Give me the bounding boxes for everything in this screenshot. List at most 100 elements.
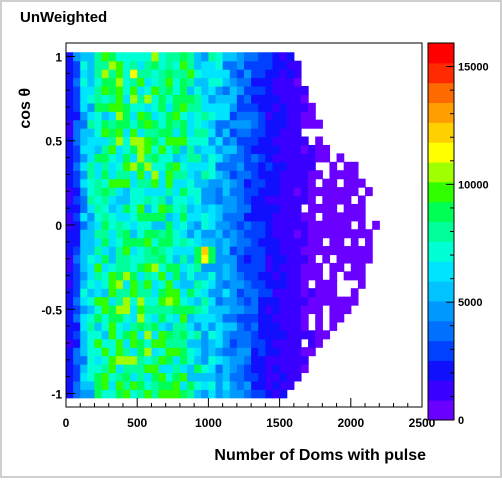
heatmap-cell [87,136,96,146]
heatmap-cell [293,119,302,129]
heatmap-cell [151,237,160,247]
heatmap-cell [286,69,295,79]
heatmap-cell [244,229,252,239]
heatmap-cell [122,389,131,399]
heatmap-cell [80,102,88,112]
heatmap-cell [208,271,217,281]
heatmap-cell [151,364,160,374]
heatmap-cell [66,229,74,239]
heatmap-cell [308,187,316,197]
heatmap-cell [73,52,81,62]
heatmap-cell [151,178,160,188]
heatmap-cell [315,305,323,315]
heatmap-cell [229,94,238,104]
heatmap-cell [80,187,88,197]
heatmap-cell [350,187,359,197]
heatmap-cell [350,246,359,256]
heatmap-cell [73,77,81,87]
heatmap-cell [258,170,266,180]
heatmap-cell [236,347,245,357]
heatmap-cell [343,220,352,230]
heatmap-cell [322,203,331,213]
heatmap-cell [208,364,217,374]
heatmap-cell [187,364,195,374]
heatmap-cell [236,288,245,298]
heatmap-cell [87,60,96,70]
heatmap-cell [357,220,366,230]
heatmap-cell [187,136,195,146]
heatmap-cell [73,279,81,289]
heatmap-cell [151,271,160,281]
heatmap-cell [187,161,195,171]
heatmap-cell [308,212,316,222]
heatmap-cell [187,94,195,104]
heatmap-cell [286,52,295,62]
heatmap-cell [179,229,188,239]
heatmap-cell [137,364,145,374]
heatmap-cell [122,321,131,331]
heatmap-cell [130,229,138,239]
color-bar-segment [428,261,454,282]
heatmap-cell [208,254,217,264]
heatmap-cell [222,77,231,87]
heatmap-cell [372,220,380,230]
heatmap-cell [308,237,316,247]
heatmap-cell [108,355,117,365]
heatmap-cell [165,313,174,323]
heatmap-cell [137,389,145,399]
heatmap-cell [208,380,217,390]
heatmap-cell [80,254,88,264]
heatmap-cell [293,246,302,256]
heatmap-cell [94,178,103,188]
heatmap-cell [265,111,274,121]
heatmap-cell [94,262,103,272]
heatmap-cell [137,380,145,390]
heatmap-cell [194,229,202,239]
heatmap-cell [137,195,145,205]
heatmap-cell [158,313,167,323]
heatmap-cell [87,119,96,129]
heatmap-cell [66,195,74,205]
heatmap-cell [187,237,195,247]
heatmap-cell [336,195,345,205]
heatmap-cell [144,136,153,146]
heatmap-cell [94,85,103,95]
heatmap-cell [236,52,245,62]
heatmap-cell [215,119,224,129]
x-tick-label: 500 [127,416,147,430]
heatmap-cell [222,313,231,323]
heatmap-cell [87,94,96,104]
heatmap-cell [286,136,295,146]
heatmap-cell [258,69,266,79]
heatmap-cell [158,380,167,390]
heatmap-cell [87,321,96,331]
heatmap-cell [350,237,359,247]
heatmap-cell [357,254,366,264]
heatmap-cell [229,195,238,205]
heatmap-cell [272,305,281,315]
heatmap-cell [73,229,81,239]
heatmap-cell [194,305,202,315]
heatmap-cell [66,296,74,306]
heatmap-cell [194,380,202,390]
heatmap-cell [137,111,145,121]
heatmap-cell [158,237,167,247]
heatmap-cell [194,203,202,213]
heatmap-cell [272,136,281,146]
heatmap-cell [94,355,103,365]
heatmap-cell [172,69,181,79]
heatmap-cell [137,271,145,281]
heatmap-cell [286,170,295,180]
heatmap-cell [101,237,110,247]
heatmap-cell [179,380,188,390]
heatmap-cell [158,347,167,357]
heatmap-cell [208,296,217,306]
heatmap-cell [229,136,238,146]
color-bar-segment [428,142,454,163]
heatmap-cell [194,389,202,399]
heatmap-cell [300,220,309,230]
heatmap-cell [286,288,295,298]
heatmap-cell [122,161,131,171]
heatmap-cell [94,246,103,256]
heatmap-cell [73,271,81,281]
